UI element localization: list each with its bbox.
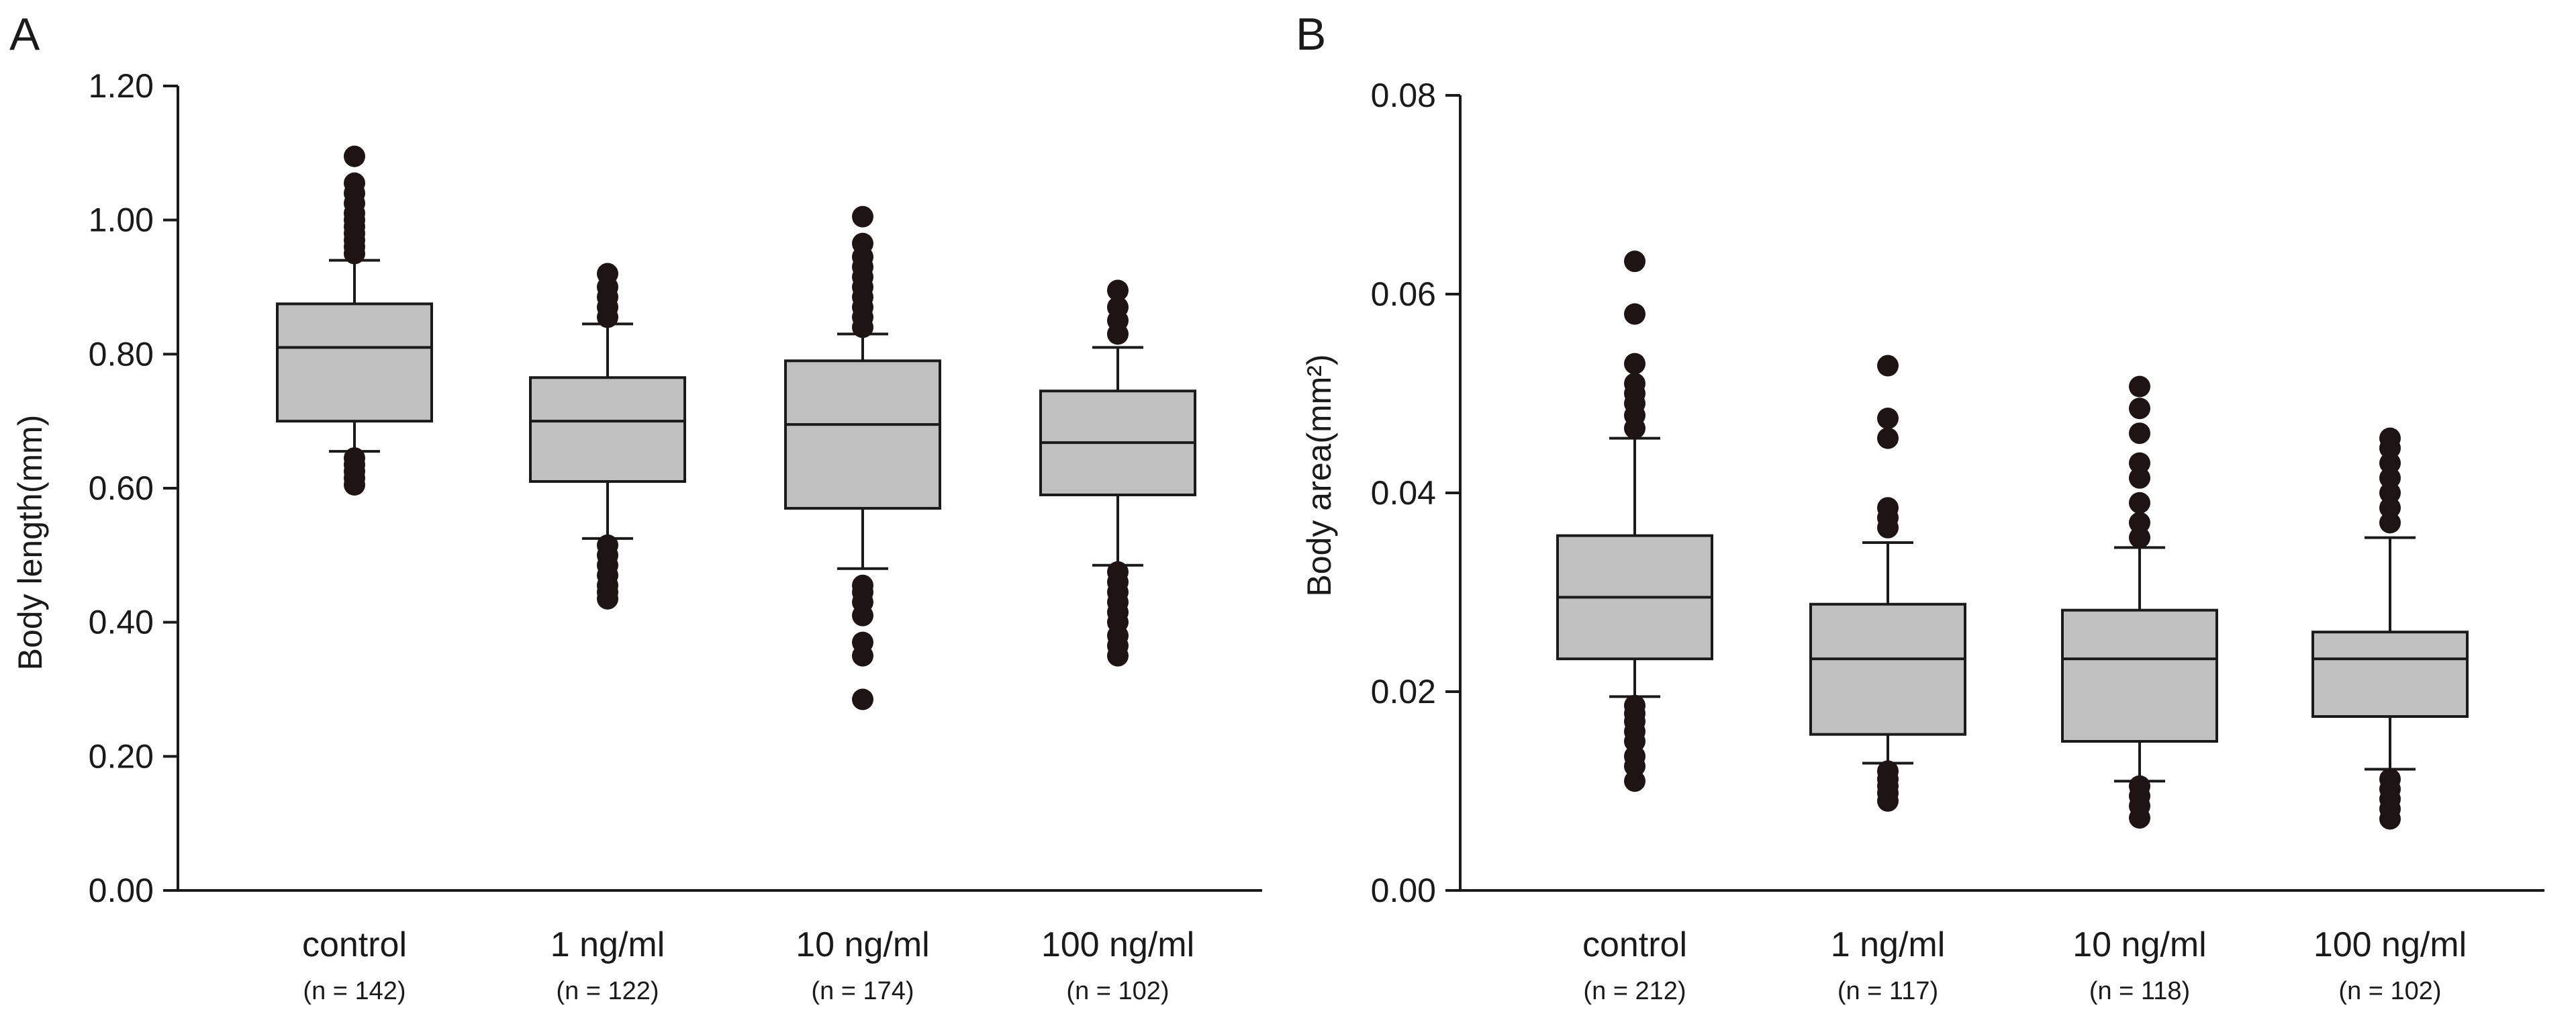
- panel-b-y-tick-label: 0.00: [1371, 872, 1436, 909]
- category-label: 100 ng/ml: [2313, 925, 2467, 964]
- outlier-point: [1624, 250, 1645, 273]
- outlier-point: [2129, 492, 2150, 514]
- panel-b-y-tick-label: 0.06: [1371, 275, 1436, 313]
- outlier-point: [2379, 497, 2401, 519]
- category-label: 1 ng/ml: [1831, 925, 1946, 964]
- panel-a-box-group-3: 100 ng/ml (n = 102): [1039, 279, 1196, 1005]
- panel-a-y-tick-label: 1.00: [89, 201, 154, 239]
- sample-size-label: (n = 212): [1583, 977, 1686, 1005]
- outlier-point: [2129, 775, 2150, 797]
- panel-a-box-group-1: 1 ng/ml (n = 122): [529, 263, 686, 1005]
- panel-a-box-group-0: control (n = 142): [276, 145, 433, 1005]
- panel-a-box-group-2: 10 ng/ml (n = 174): [784, 205, 941, 1005]
- sample-size-label: (n = 122): [556, 977, 659, 1005]
- outlier-point: [1877, 408, 1899, 429]
- panel-a-y-ticks: 0.00 0.20 0.40 0.60 0.80 1.00 1.20: [89, 67, 178, 909]
- panel-a-y-tick-label: 0.40: [89, 604, 154, 641]
- outlier-point: [344, 145, 365, 167]
- outlier-point: [1877, 355, 1899, 377]
- category-label: 1 ng/ml: [551, 925, 665, 964]
- outlier-point: [2129, 375, 2150, 398]
- outlier-point: [1877, 497, 1899, 519]
- outlier-point: [1877, 427, 1899, 449]
- panel-b-y-tick-label: 0.08: [1371, 77, 1436, 114]
- outlier-point: [2379, 482, 2401, 504]
- outlier-point: [1107, 279, 1129, 302]
- outlier-point: [2379, 768, 2401, 790]
- outlier-point: [2129, 422, 2150, 445]
- outlier-point: [1624, 303, 1645, 325]
- iqr-box: [2061, 608, 2218, 743]
- outlier-point: [1624, 353, 1645, 375]
- panel-b-y-tick-label: 0.04: [1371, 474, 1436, 512]
- panel-a-y-tick-label: 0.00: [89, 872, 154, 909]
- category-label: 100 ng/ml: [1041, 925, 1194, 964]
- outlier-point: [1107, 296, 1129, 318]
- outlier-point: [1624, 770, 1645, 792]
- outlier-point: [1877, 760, 1899, 782]
- outlier-point: [344, 447, 365, 469]
- iqr-box: [1809, 602, 1966, 736]
- sample-size-label: (n = 118): [2089, 977, 2190, 1005]
- outlier-point: [2129, 512, 2150, 534]
- panel-b-box-group-0: control (n = 212): [1556, 250, 1713, 1005]
- panel-a-y-tick-label: 0.20: [89, 737, 154, 775]
- panel-a: A Body length(mm) 0.00 0.20 0.40 0.60 0.80 1.…: [9, 9, 1262, 1005]
- panel-a-label: A: [9, 9, 40, 60]
- sample-size-label: (n = 102): [2338, 977, 2441, 1005]
- outlier-point: [852, 574, 873, 596]
- outlier-point: [597, 263, 618, 285]
- outlier-point: [2379, 467, 2401, 489]
- outlier-point: [2129, 452, 2150, 474]
- outlier-point: [1624, 745, 1645, 768]
- outlier-point: [852, 688, 873, 710]
- panel-b-boxes: control (n = 212) 1 ng/ml (n = 117) 10 ng/ml…: [1556, 250, 2469, 1005]
- outlier-point: [2129, 467, 2150, 489]
- outlier-point: [1624, 373, 1645, 395]
- panel-b: B Body area(mm²) 0.00 0.02 0.04 0.06 0.08 co…: [1296, 9, 2544, 1005]
- panel-a-y-tick-label: 0.80: [89, 335, 154, 373]
- category-label: control: [302, 925, 407, 964]
- outlier-point: [2379, 427, 2401, 449]
- outlier-point: [852, 205, 873, 228]
- outlier-point: [2379, 452, 2401, 474]
- panel-b-label: B: [1296, 9, 1326, 60]
- panel-b-box-group-2: 10 ng/ml (n = 118): [2061, 375, 2218, 1005]
- sample-size-label: (n = 102): [1066, 977, 1169, 1005]
- outlier-point: [1107, 561, 1129, 583]
- panel-b-box-group-3: 100 ng/ml (n = 102): [2311, 427, 2469, 1005]
- outlier-point: [2129, 398, 2150, 420]
- panel-a-y-tick-label: 0.60: [89, 469, 154, 507]
- outlier-point: [2379, 512, 2401, 534]
- panel-b-y-axis-title: Body area(mm²): [1300, 354, 1338, 596]
- panel-b-box-group-1: 1 ng/ml (n = 117): [1809, 355, 1966, 1005]
- iqr-box: [529, 376, 686, 483]
- panel-a-boxes: control (n = 142) 1 ng/ml (n = 122) 10 ng/ml…: [276, 145, 1196, 1005]
- iqr-box: [784, 359, 941, 510]
- iqr-box: [2311, 631, 2469, 719]
- iqr-box: [276, 302, 433, 423]
- panel-b-y-tick-label: 0.02: [1371, 673, 1436, 710]
- category-label: control: [1582, 925, 1687, 964]
- category-label: 10 ng/ml: [796, 925, 929, 964]
- outlier-point: [344, 172, 365, 194]
- outlier-point: [852, 631, 873, 653]
- outlier-point: [1624, 694, 1645, 717]
- panel-a-y-axis-title: Body length(mm): [11, 415, 49, 671]
- sample-size-label: (n = 142): [303, 977, 406, 1005]
- sample-size-label: (n = 117): [1838, 977, 1938, 1005]
- outlier-point: [852, 232, 873, 255]
- panel-a-y-tick-label: 1.20: [89, 67, 154, 105]
- sample-size-label: (n = 174): [811, 977, 914, 1005]
- outlier-point: [597, 534, 618, 556]
- panel-b-y-ticks: 0.00 0.02 0.04 0.06 0.08: [1371, 77, 1460, 909]
- outlier-point: [2129, 526, 2150, 549]
- category-label: 10 ng/ml: [2072, 925, 2206, 964]
